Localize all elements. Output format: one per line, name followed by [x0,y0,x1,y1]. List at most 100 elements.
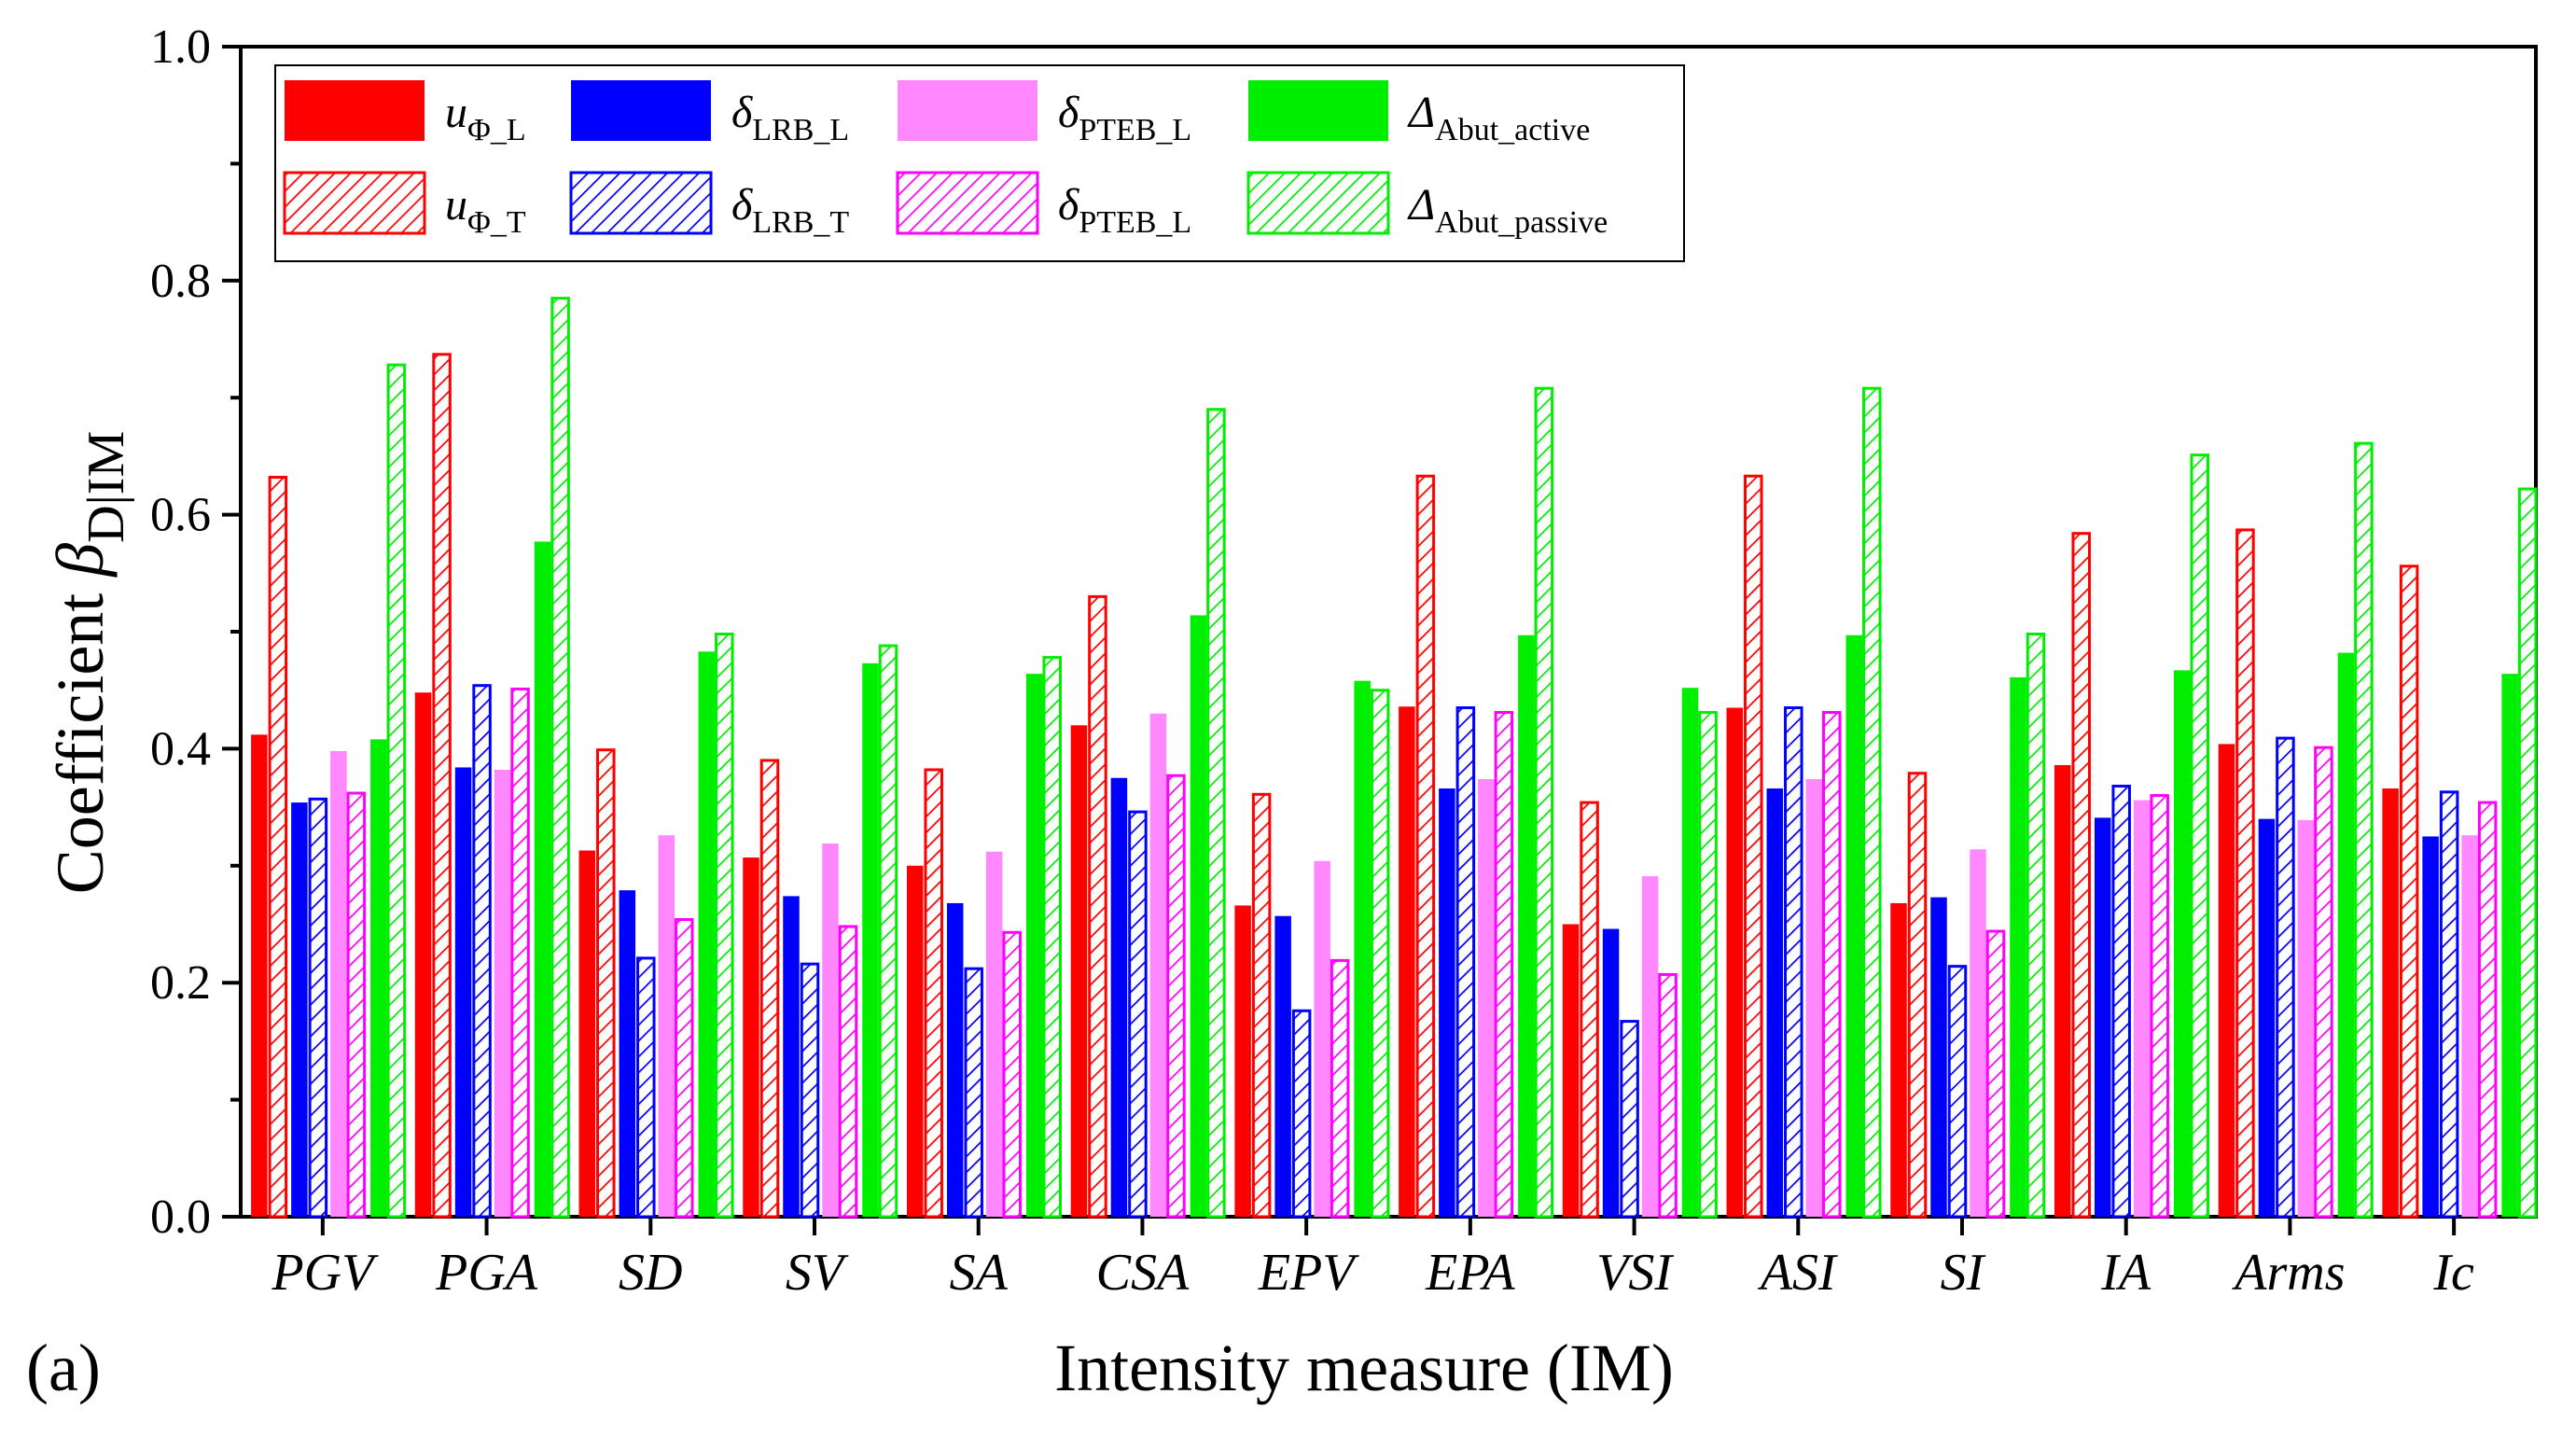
bar-pga-series-3 [472,684,492,1219]
bar-ic-series-6 [2501,674,2518,1217]
bar-sd-series-6 [698,651,716,1217]
bar-asi-series-5 [1822,711,1842,1219]
bar-csa-series-1 [1088,594,1107,1219]
bar-sd-series-4 [658,835,675,1217]
bar-ia-series-6 [2173,670,2191,1217]
bar-sd-series-7 [715,633,734,1219]
bar-asi-series-7 [1862,386,1882,1219]
bar-epa-series-0 [1399,706,1415,1217]
bar-vsi-series-5 [1658,972,1678,1219]
bar-ia-series-1 [2071,532,2091,1219]
bar-arms-series-2 [2258,818,2276,1217]
bar-ic-series-7 [2517,487,2538,1219]
bar-asi-series-6 [1845,634,1863,1217]
x-tick-label: EPV [1258,1244,1359,1302]
legend-swatch [896,171,1039,235]
x-tick-label: Ic [2432,1244,2474,1302]
bar-arms-series-3 [2276,736,2295,1219]
bar-vsi-series-4 [1641,876,1659,1217]
y-axis-title-prefix: Coefficient [43,577,118,895]
y-tick-label: 0.8 [150,255,211,308]
bar-sv-series-5 [838,925,858,1219]
bar-vsi-series-0 [1562,924,1580,1217]
bar-ic-series-1 [2399,565,2419,1219]
bar-arms-series-6 [2337,652,2355,1217]
bar-epv-series-2 [1274,915,1291,1217]
panel-label: (a) [26,1331,101,1405]
bar-asi-series-1 [1744,474,1763,1219]
bar-pgv-series-7 [386,363,407,1219]
bar-si-series-6 [2010,676,2026,1217]
bar-asi-series-0 [1726,707,1744,1217]
bar-csa-series-2 [1110,777,1128,1217]
bar-epa-series-5 [1494,711,1514,1219]
bar-asi-series-4 [1805,779,1823,1217]
legend-label: δLRB_T [731,180,849,240]
bar-epa-series-6 [1518,634,1535,1217]
bar-epv-series-0 [1234,905,1251,1217]
bar-csa-series-0 [1070,725,1088,1217]
bar-pgv-series-2 [291,802,308,1217]
bar-csa-series-3 [1128,810,1148,1219]
bar-sa-series-5 [1002,930,1022,1219]
legend-swatch [569,171,713,235]
svg-text:Coefficient βD|IM: Coefficient βD|IM [43,431,135,895]
bar-epa-series-7 [1534,386,1554,1219]
bar-ic-series-3 [2439,790,2459,1219]
bar-sv-series-7 [878,644,898,1219]
legend-swatch [283,171,426,235]
x-tick-label: IA [2100,1244,2151,1302]
y-tick-label: 0.0 [150,1191,211,1244]
bar-vsi-series-2 [1602,928,1620,1217]
bar-sa-series-3 [964,967,983,1219]
bar-pgv-series-5 [346,791,367,1219]
bar-sd-series-2 [619,890,636,1217]
x-tick-label: SV [786,1244,849,1302]
bar-vsi-series-6 [1681,688,1699,1217]
x-tick-label: CSA [1096,1244,1190,1302]
bar-epa-series-2 [1439,788,1455,1217]
bar-epa-series-3 [1455,706,1476,1219]
bar-ic-series-2 [2422,836,2439,1217]
x-tick-label: PGV [271,1244,379,1302]
legend-swatch [571,80,711,141]
bar-vsi-series-3 [1620,1020,1639,1219]
bar-si-series-5 [1985,929,2006,1219]
bar-epv-series-6 [1354,680,1371,1217]
y-axis-title-symbol: β [43,543,118,579]
bar-pgv-series-0 [251,734,268,1217]
bar-sv-series-6 [862,662,879,1217]
bar-si-series-2 [1930,897,1947,1217]
bar-ia-series-4 [2133,800,2151,1217]
bars-layer [251,297,2538,1219]
bar-sv-series-0 [743,857,759,1217]
legend-label: uΦ_L [445,88,526,147]
bar-vsi-series-1 [1580,801,1599,1219]
bar-arms-series-7 [2354,441,2374,1219]
y-axis-title: Coefficient βD|IM [43,431,135,895]
bar-ia-series-2 [2094,817,2111,1217]
bar-epv-series-7 [1370,689,1390,1219]
bar-si-series-0 [1890,902,1907,1217]
bar-epv-series-1 [1251,792,1272,1219]
bar-epv-series-4 [1314,860,1330,1217]
bar-pga-series-7 [550,297,570,1219]
bar-ia-series-7 [2190,453,2209,1219]
legend-label: δPTEB_L [1058,180,1191,240]
bar-asi-series-3 [1784,706,1803,1219]
legend: uΦ_L δLRB_L δPTEB_L ΔAbut_active uΦ_T δLRB_T δ… [274,64,1685,262]
x-tick-label: SI [1941,1244,1986,1302]
bar-sa-series-0 [906,865,924,1217]
bar-si-series-4 [1970,849,1986,1217]
bar-epa-series-1 [1415,474,1436,1219]
bar-arms-series-4 [2297,819,2315,1217]
bar-pgv-series-1 [268,475,288,1219]
bar-ic-series-4 [2461,835,2478,1217]
bar-sd-series-0 [578,850,596,1217]
bar-pga-series-2 [454,767,472,1217]
y-tick-label: 0.4 [150,722,211,775]
bar-sa-series-7 [1042,656,1062,1219]
x-tick-label: ASI [1757,1244,1838,1302]
bar-epv-series-3 [1291,1009,1312,1219]
